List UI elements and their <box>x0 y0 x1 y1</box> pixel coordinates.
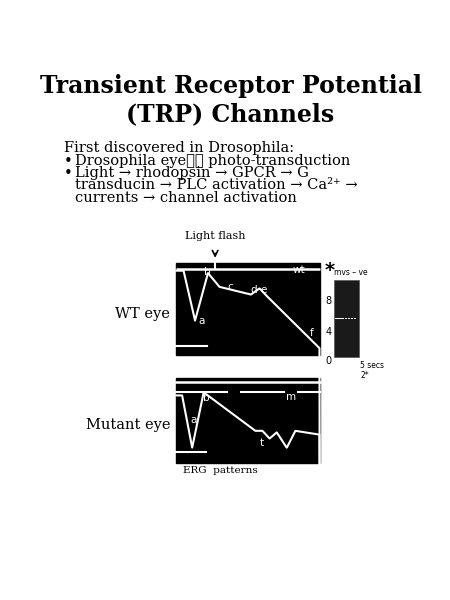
Text: 5 secs
2*: 5 secs 2* <box>360 361 384 380</box>
Text: Mutant eye: Mutant eye <box>86 418 170 432</box>
Text: a: a <box>198 316 204 326</box>
Text: Drosophila eye에서 photo-transduction: Drosophila eye에서 photo-transduction <box>75 154 350 167</box>
Text: •: • <box>64 154 73 169</box>
Text: currents → channel activation: currents → channel activation <box>75 191 297 205</box>
Bar <box>176 263 320 355</box>
Text: b: b <box>204 267 211 277</box>
Text: e: e <box>261 286 267 295</box>
Text: d: d <box>251 286 257 295</box>
Text: transducin → PLC activation → Ca²⁺ →: transducin → PLC activation → Ca²⁺ → <box>75 178 357 192</box>
Text: •: • <box>64 166 73 181</box>
Text: 4: 4 <box>325 327 331 337</box>
Text: f: f <box>309 328 313 338</box>
Text: WT eye: WT eye <box>115 307 170 321</box>
Bar <box>334 280 359 357</box>
Text: 8: 8 <box>325 296 331 307</box>
Text: First discovered in Drosophila:: First discovered in Drosophila: <box>64 141 294 155</box>
Text: m: m <box>286 392 296 401</box>
Text: Transient Receptor Potential
(TRP) Channels: Transient Receptor Potential (TRP) Chann… <box>40 74 422 126</box>
Text: mvs – ve: mvs – ve <box>334 268 367 277</box>
Text: wt: wt <box>292 265 305 275</box>
Text: Light → rhodopsin → GPCR → G: Light → rhodopsin → GPCR → G <box>75 166 309 180</box>
Text: *: * <box>324 262 334 280</box>
Text: t: t <box>260 438 264 448</box>
Text: 0: 0 <box>325 356 331 366</box>
Text: Light flash: Light flash <box>185 232 245 241</box>
Text: ERG  patterns: ERG patterns <box>183 466 257 475</box>
Bar <box>176 379 320 463</box>
Text: b: b <box>202 393 209 403</box>
Text: c: c <box>228 282 234 292</box>
Text: a: a <box>190 415 197 425</box>
